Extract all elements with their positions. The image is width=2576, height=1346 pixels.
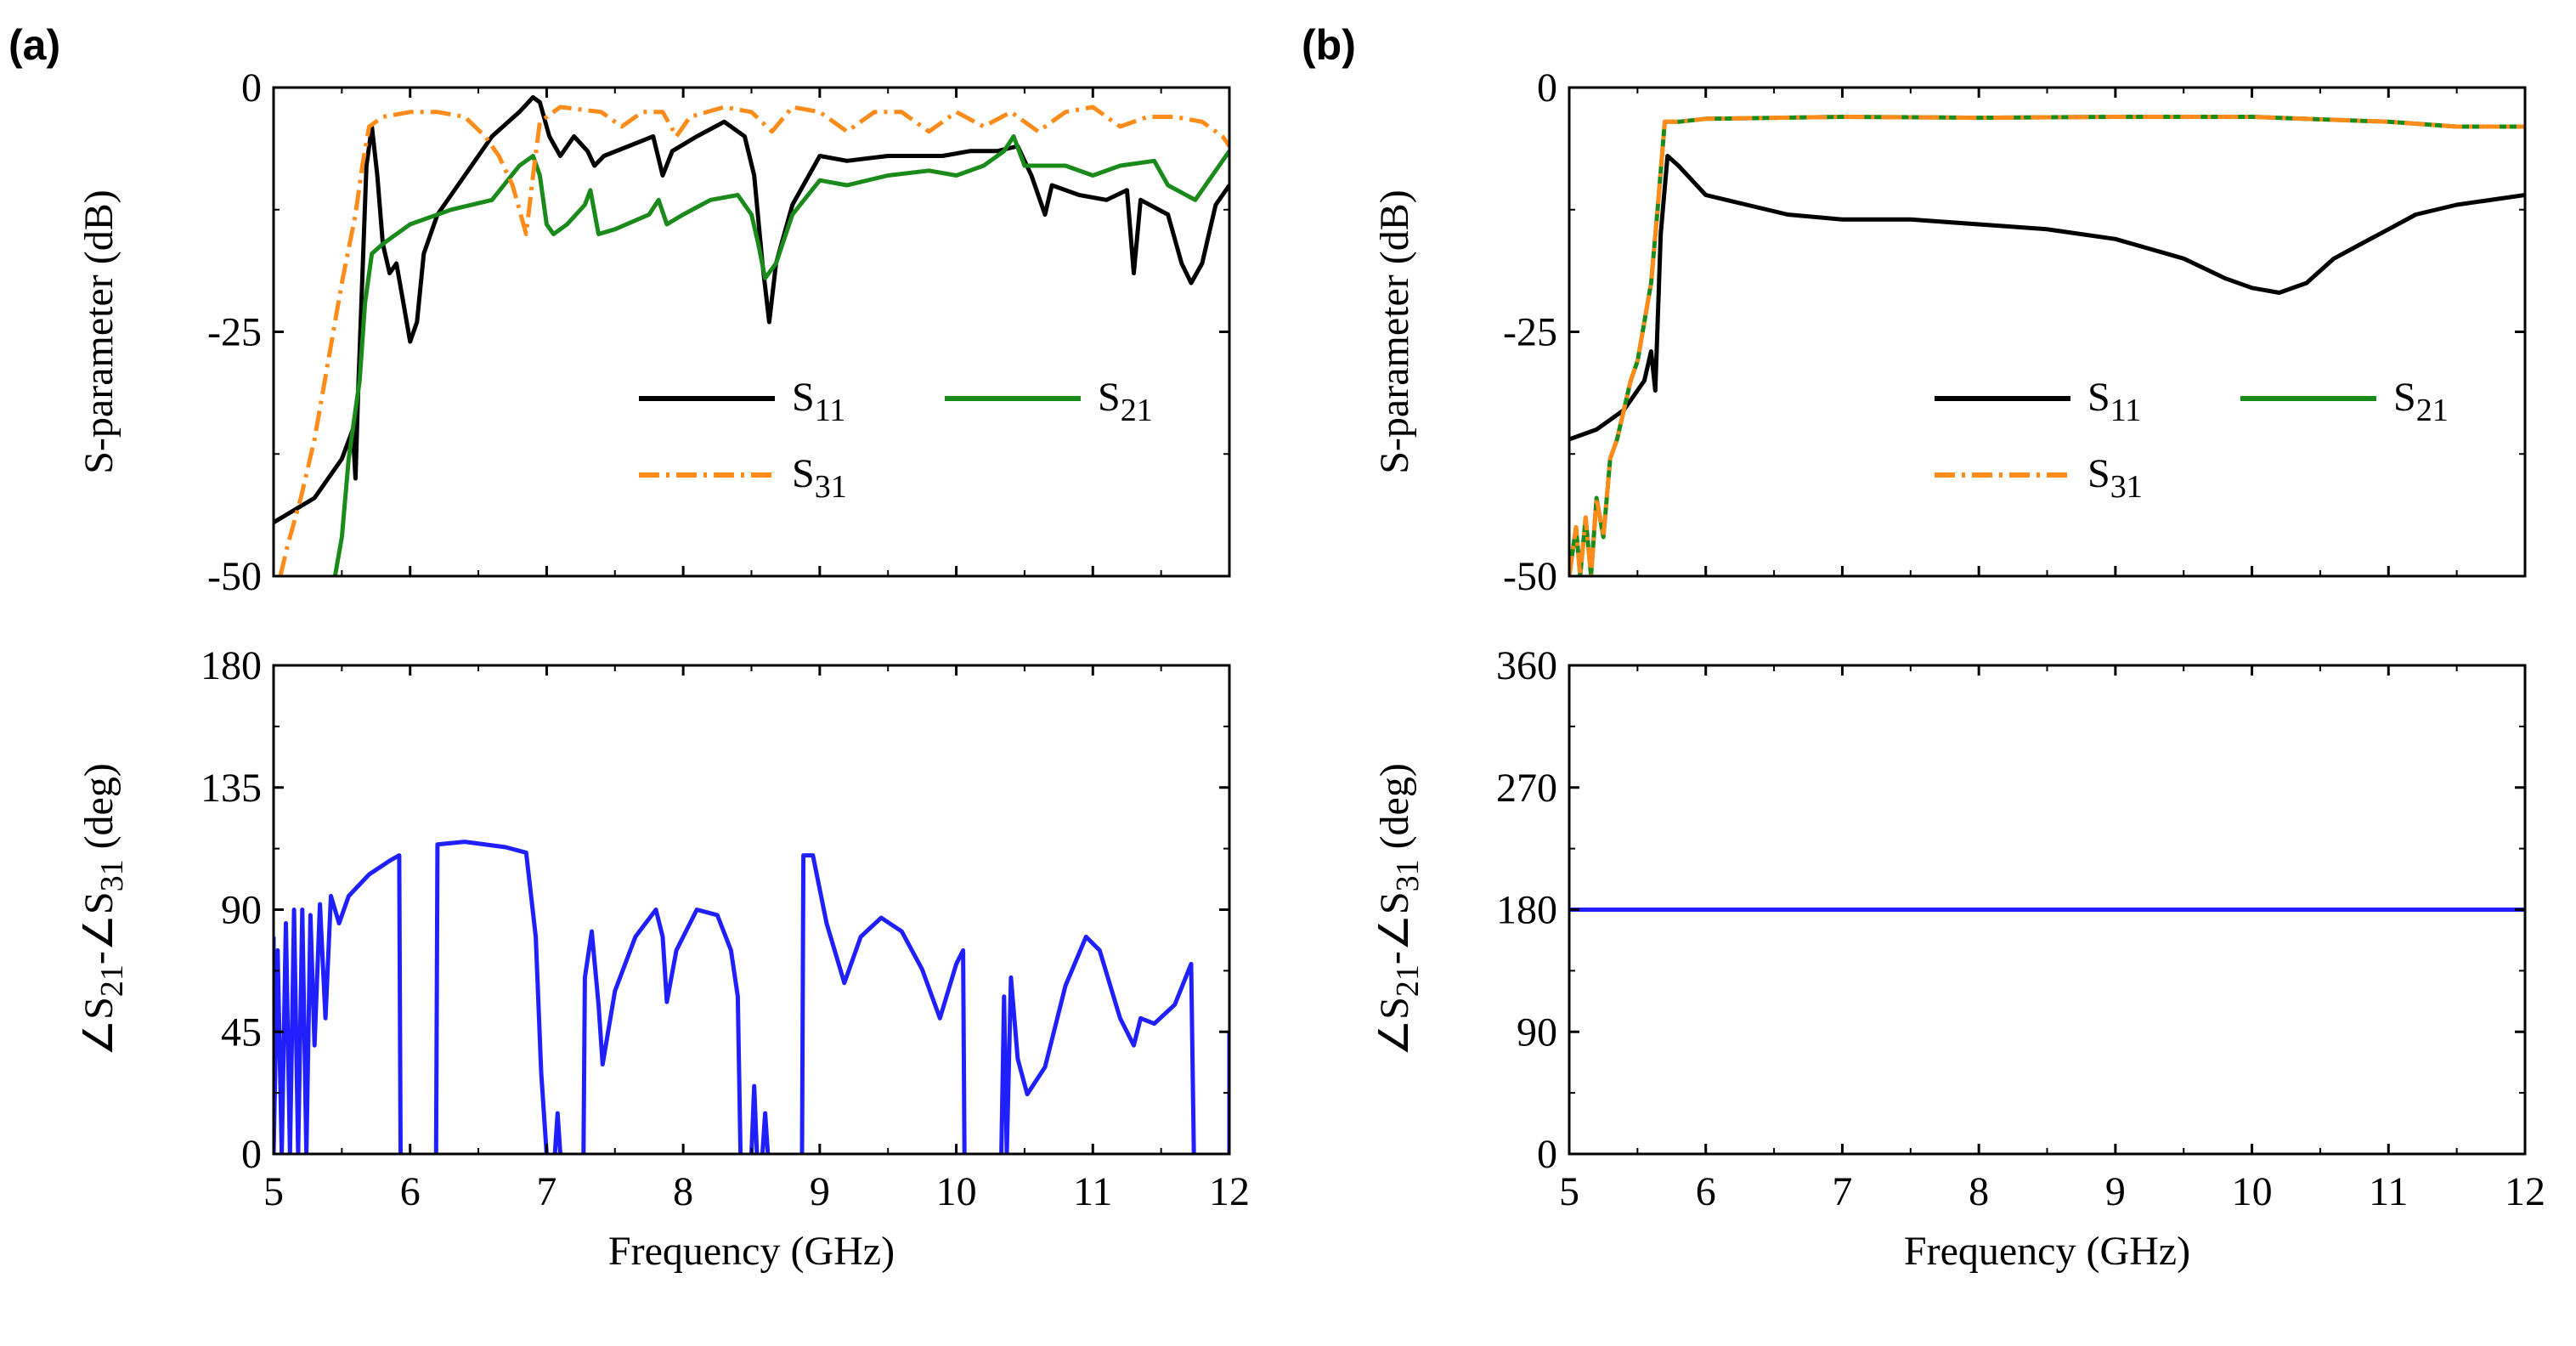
chart-2: 5 6 7 8 9 10 11 12 0 45 90 135 180 Frequency (GHz) ∠S2… (76, 643, 1250, 1274)
y-axis-label: ∠S21-∠S31 (deg) (1372, 763, 1426, 1056)
y-axis-label: ∠S21-∠S31 (deg) (76, 763, 130, 1056)
series-phase-seg-2 (433, 840, 549, 1154)
legend-label-s11: S11 (792, 375, 845, 428)
y-tick-label: 135 (201, 766, 262, 811)
y-tick-label: -25 (1503, 310, 1557, 355)
x-tick-label: 12 (1209, 1169, 1250, 1214)
y-axis-label: S-parameter (dB) (1372, 189, 1417, 474)
y-tick-label: 90 (221, 888, 262, 933)
panel-a-label: (a) (8, 21, 60, 69)
x-tick-label: 10 (2232, 1169, 2273, 1214)
series-phase-seg-5 (749, 1083, 760, 1154)
legend-label-s31: S31 (2087, 451, 2143, 505)
series-s21 (1569, 115, 2525, 576)
x-tick-label: 12 (2505, 1169, 2545, 1214)
x-axis-label: Frequency (GHz) (608, 1229, 895, 1274)
series-phase-seg-7 (799, 853, 967, 1154)
legend-label-s21: S21 (1098, 375, 1153, 428)
x-tick-label: 9 (2105, 1169, 2126, 1214)
series-phase-seg-1 (274, 853, 403, 1154)
series-phase-seg-6 (760, 1111, 771, 1154)
x-axis-label: Frequency (GHz) (1904, 1229, 2190, 1274)
series-s11 (274, 95, 1229, 524)
x-tick-label: 7 (536, 1169, 556, 1214)
y-tick-label: -25 (207, 310, 262, 355)
axes-frame (1568, 86, 2527, 578)
chart-4: 5 6 7 8 9 10 11 12 0 90 180 270 360 Frequency (GHz) ∠S… (1372, 643, 2545, 1274)
series-phase-seg-8 (999, 934, 1196, 1154)
x-tick-label: 6 (400, 1169, 421, 1214)
legend-label-s21: S21 (2393, 375, 2449, 428)
y-tick-label: 90 (1517, 1009, 1557, 1055)
legend-label-s11: S11 (2087, 375, 2141, 428)
y-tick-label: 360 (1496, 643, 1557, 688)
y-tick-label: 180 (1496, 888, 1557, 933)
chart-1: 0 -25 -50 S-parameter (dB) S11 S21 S31 (76, 65, 1231, 599)
x-tick-label: 7 (1832, 1169, 1852, 1214)
y-tick-label: 45 (221, 1009, 262, 1055)
chart-3: 0 -25 -50 S-parameter (dB) S11 S21 S31 (1372, 65, 2527, 599)
y-tick-label: 0 (241, 1132, 262, 1177)
x-tick-label: 11 (1073, 1169, 1112, 1214)
series-phase-seg-3 (552, 1111, 562, 1154)
x-tick-label: 8 (1969, 1169, 1989, 1214)
series-phase-seg-4 (581, 908, 743, 1154)
x-tick-label: 5 (263, 1169, 284, 1214)
y-tick-label: 0 (1537, 1132, 1557, 1177)
panel-b-label: (b) (1302, 21, 1356, 69)
x-tick-label: 11 (2369, 1169, 2408, 1214)
y-tick-label: 270 (1496, 766, 1557, 811)
y-tick-label: -50 (1503, 554, 1557, 599)
series-s11 (1569, 154, 2525, 442)
series-s31 (278, 105, 1229, 576)
x-tick-label: 5 (1559, 1169, 1579, 1214)
x-tick-label: 9 (810, 1169, 830, 1214)
x-tick-label: 6 (1696, 1169, 1716, 1214)
y-axis-label: S-parameter (dB) (76, 189, 121, 474)
y-tick-label: 180 (201, 643, 262, 688)
axes-frame (272, 664, 1231, 1156)
y-tick-label: 0 (1537, 65, 1557, 110)
series-s31 (1569, 115, 2525, 576)
legend-label-s31: S31 (792, 451, 847, 505)
x-tick-label: 10 (936, 1169, 977, 1214)
y-tick-label: 0 (241, 65, 262, 110)
y-tick-label: -50 (207, 554, 262, 599)
plots: 0 -25 -50 S-parameter (dB) S11 S21 S31 5 6 7 8 9 10 1… (76, 65, 2545, 1274)
series-s21 (332, 134, 1229, 576)
x-tick-label: 8 (673, 1169, 693, 1214)
